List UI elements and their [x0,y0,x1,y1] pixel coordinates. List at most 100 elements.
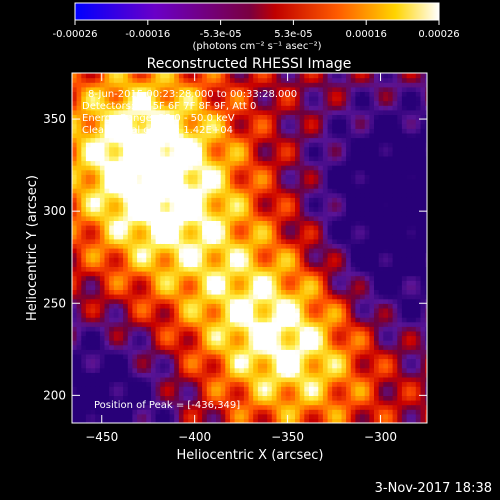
heatmap-cell [155,326,161,332]
heatmap-cell [216,312,222,318]
heatmap-cell [160,372,166,378]
heatmap-cell [216,248,222,254]
heatmap-cell [271,137,277,143]
heatmap-cell [304,238,310,244]
heatmap-cell [127,77,133,83]
heatmap-cell [360,82,366,88]
heatmap-cell [206,280,212,286]
heatmap-cell [76,96,82,102]
heatmap-cell [109,151,115,157]
heatmap-cell [360,303,366,309]
heatmap-cell [281,215,287,221]
heatmap-cell [355,266,361,272]
heatmap-cell [127,220,133,226]
heatmap-cell [262,298,268,304]
heatmap-cell [295,330,301,337]
heatmap-cell [322,376,329,383]
heatmap-cell [72,298,78,304]
heatmap-cell [243,225,250,231]
heatmap-cell [211,128,217,134]
heatmap-cell [276,91,282,97]
heatmap-cell [248,294,254,300]
heatmap-cell [290,367,296,373]
heatmap-cell [188,257,194,263]
heatmap-cell [281,317,287,323]
heatmap-cell [225,413,231,419]
heatmap-image [72,73,427,423]
heatmap-cell [127,257,133,263]
heatmap-cell [104,312,110,318]
heatmap-cell [360,183,366,189]
heatmap-cell [76,188,82,194]
heatmap-cell [141,82,147,88]
heatmap-cell [234,261,240,267]
heatmap-cell [276,201,282,208]
heatmap-cell [322,266,329,272]
heatmap-cell [304,151,310,157]
heatmap-cell [285,317,291,323]
heatmap-cell [178,326,185,332]
heatmap-cell [211,372,217,378]
heatmap-cell [271,234,277,240]
heatmap-cell [374,257,380,263]
heatmap-cell [230,183,236,189]
heatmap-cell [216,363,222,369]
heatmap-cell [313,123,319,129]
heatmap-cell [239,376,245,383]
heatmap-cell [318,238,324,244]
heatmap-cell [327,326,333,332]
heatmap-cell [137,363,143,369]
heatmap-cell [137,128,143,134]
heatmap-cell [132,73,138,79]
heatmap-cell [123,123,129,129]
heatmap-cell [350,160,356,166]
heatmap-cell [127,225,133,231]
heatmap-cell [364,155,370,162]
heatmap-cell [160,201,166,208]
heatmap-cell [85,372,92,378]
heatmap-cell [341,344,347,350]
heatmap-cell [169,165,175,171]
heatmap-cell [285,248,291,254]
heatmap-cell [137,225,143,231]
heatmap-cell [127,238,133,244]
heatmap-cell [123,119,129,125]
heatmap-cell [146,261,152,267]
heatmap-cell [364,169,370,175]
heatmap-cell [299,381,305,387]
heatmap-cell [336,409,343,415]
heatmap-cell [202,188,208,194]
heatmap-cell [248,326,254,332]
heatmap-cell [188,178,194,185]
heatmap-cell [350,372,356,378]
heatmap-cell [355,335,361,341]
heatmap-cell [197,418,203,423]
heatmap-cell [211,123,217,129]
heatmap-cell [174,284,180,290]
heatmap-cell [216,330,222,337]
heatmap-cell [85,294,92,300]
heatmap-cell [322,312,329,318]
heatmap-cell [160,155,166,162]
heatmap-cell [146,215,152,221]
heatmap-cell [216,303,222,309]
heatmap-cell [234,330,240,337]
heatmap-cell [304,96,310,102]
heatmap-cell [127,353,133,360]
heatmap-cell [85,252,92,258]
heatmap-cell [104,400,110,406]
heatmap-cell [253,261,259,267]
heatmap-cell [276,257,282,263]
heatmap-cell [188,261,194,267]
heatmap-cell [197,142,203,148]
heatmap-cell [109,404,115,410]
heatmap-cell [327,119,333,125]
heatmap-cell [239,96,245,102]
heatmap-cell [355,353,361,360]
heatmap-cell [285,303,291,309]
heatmap-cell [178,289,185,295]
heatmap-cell [178,404,185,410]
heatmap-cell [341,114,347,120]
heatmap-cell [285,252,291,258]
heatmap-cell [322,165,329,171]
